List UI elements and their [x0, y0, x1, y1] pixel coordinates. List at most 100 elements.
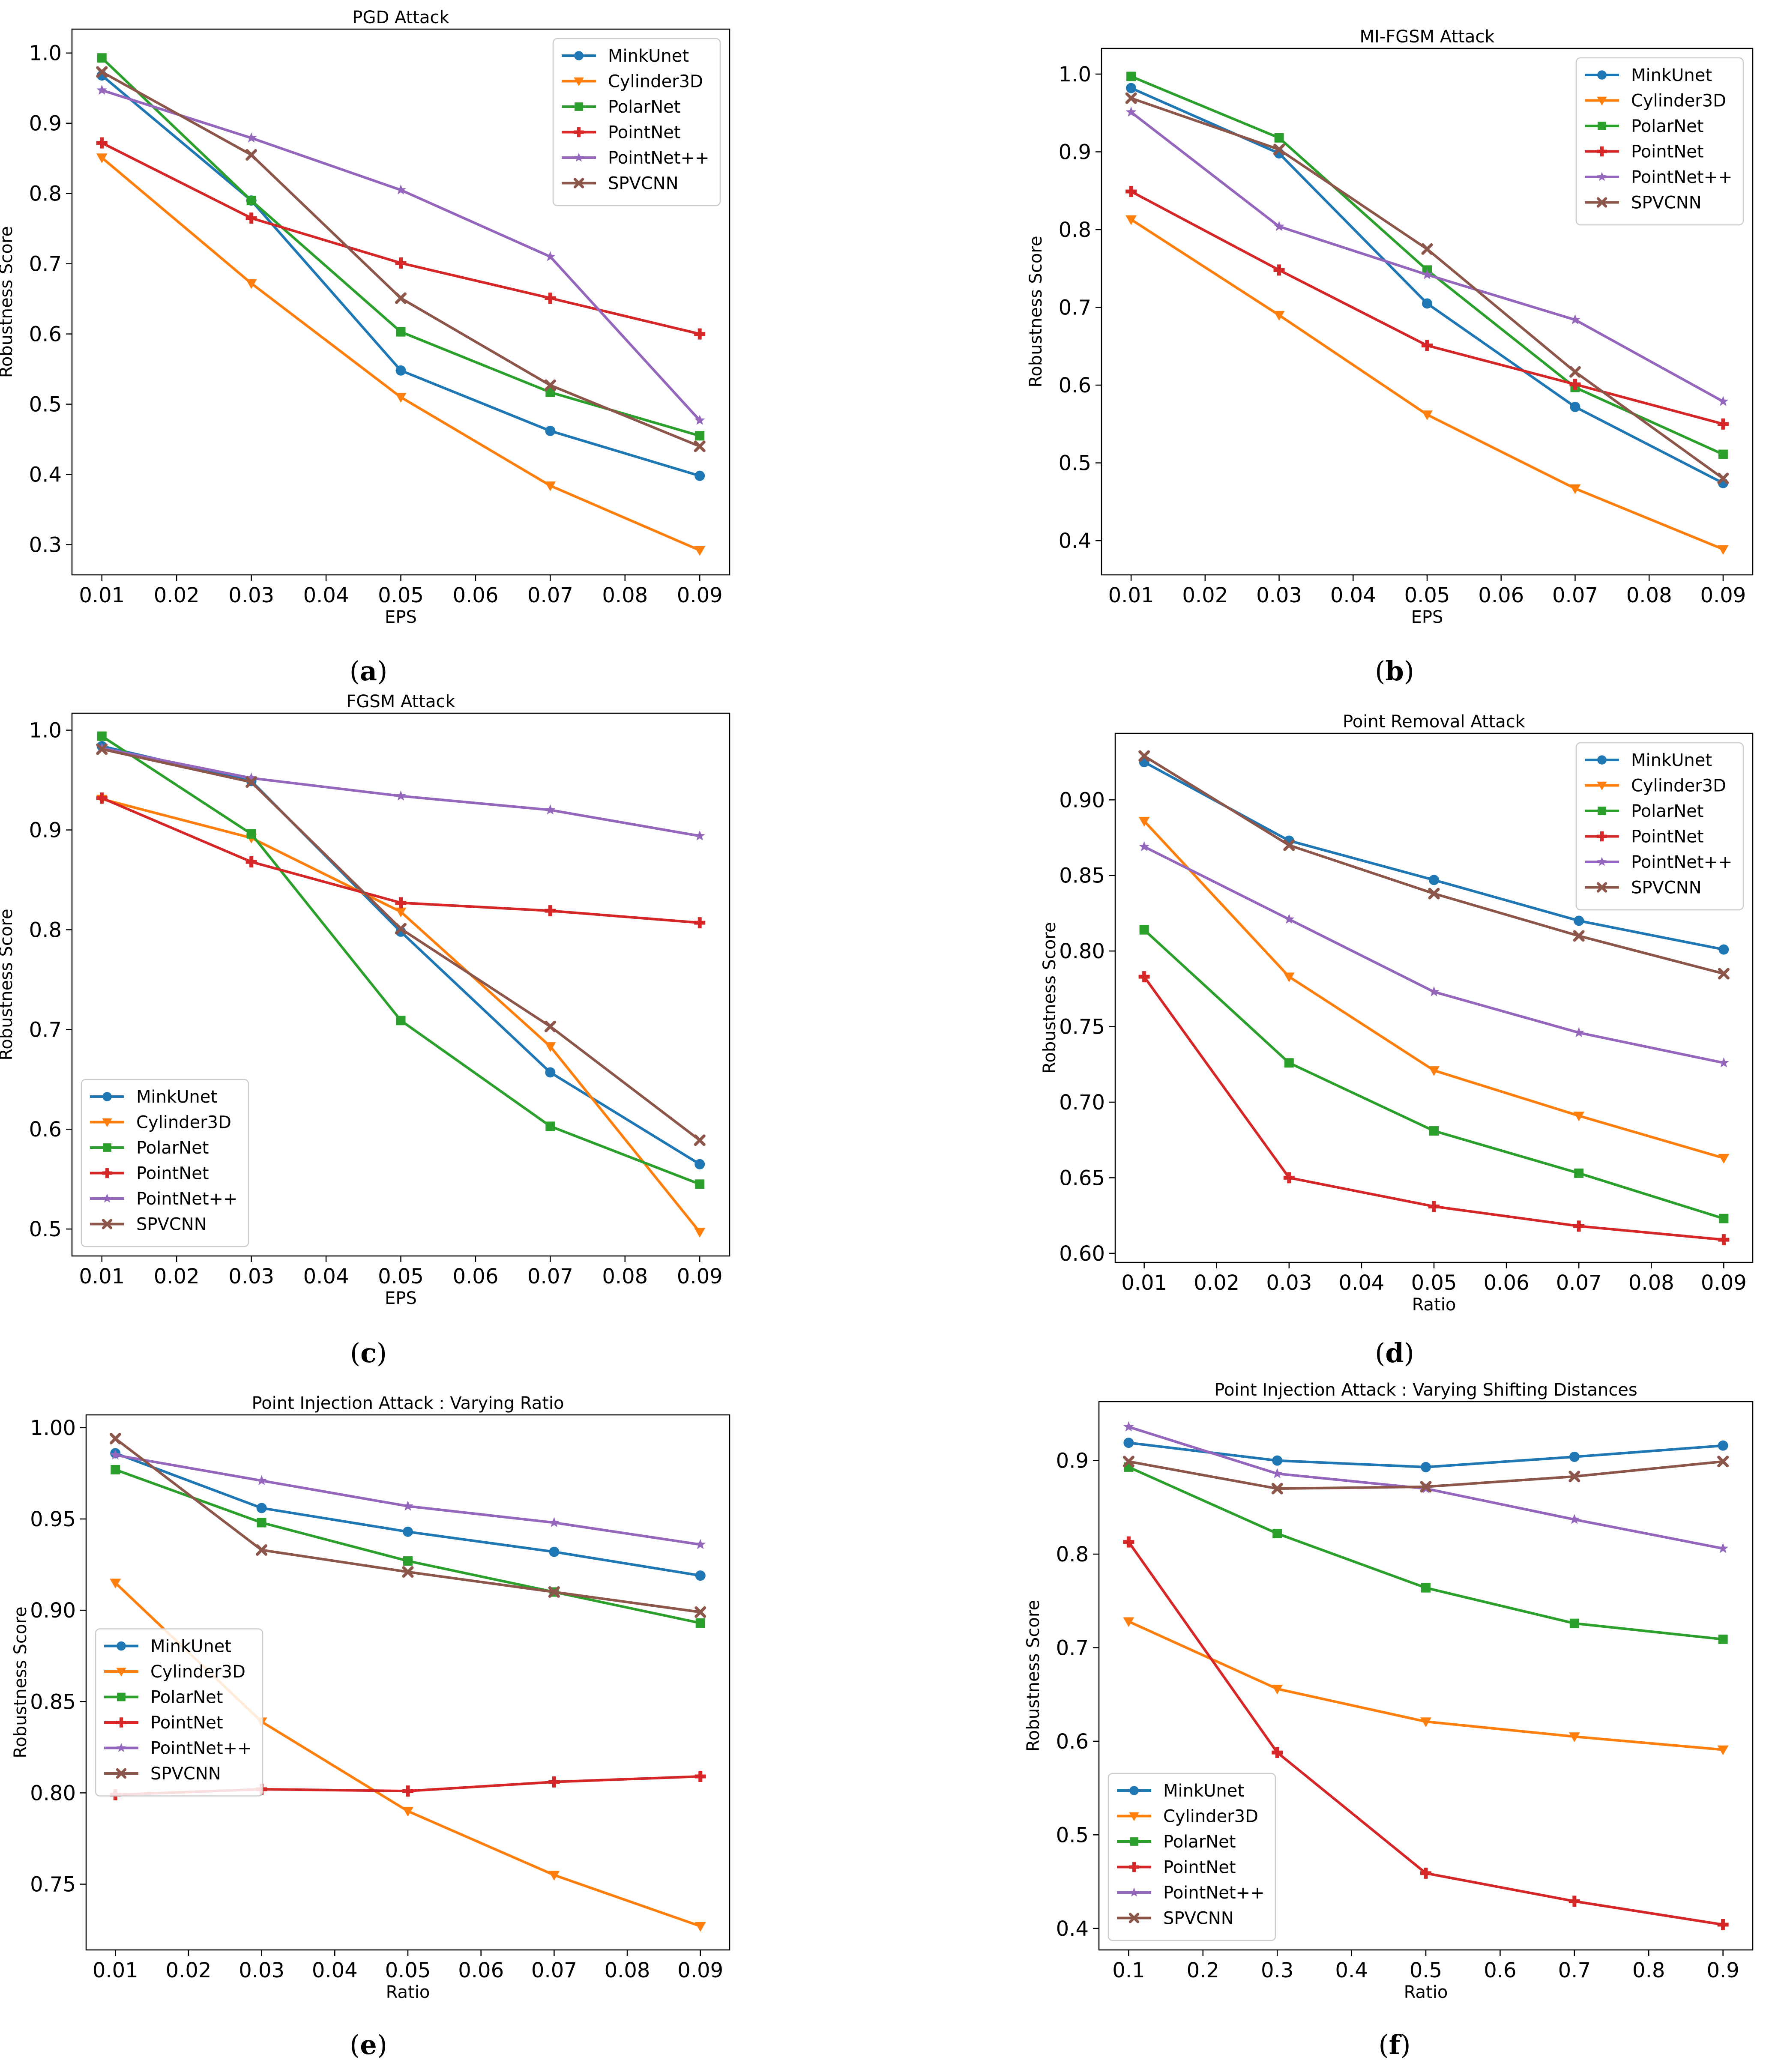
y-tick-label: 0.9 — [1059, 140, 1091, 164]
data-point — [545, 1067, 556, 1078]
series-pointnet — [1138, 971, 1730, 1246]
x-tick-label: 0.3 — [1261, 1958, 1293, 1982]
series-cylinder3d — [1125, 215, 1729, 555]
x-tick-label: 0.01 — [1108, 583, 1154, 607]
data-point — [1569, 379, 1581, 390]
data-point — [1573, 1220, 1585, 1232]
data-point — [1719, 1214, 1729, 1223]
x-tick-label: 0.08 — [1628, 1271, 1674, 1295]
data-point — [1573, 930, 1585, 942]
data-point — [246, 196, 256, 206]
y-tick-label: 0.8 — [1056, 1543, 1089, 1567]
x-axis-label: EPS — [385, 607, 417, 627]
legend-label: Cylinder3D — [1631, 776, 1726, 796]
data-point — [1574, 915, 1584, 926]
data-point — [694, 415, 705, 425]
y-tick-label: 0.7 — [1056, 1636, 1089, 1660]
data-point — [694, 328, 706, 340]
x-tick-label: 0.03 — [228, 1265, 274, 1289]
y-tick-label: 0.9 — [1056, 1449, 1089, 1473]
legend-label: PointNet — [1631, 827, 1704, 847]
legend-marker — [102, 1118, 112, 1127]
legend-label: PointNet — [608, 123, 681, 143]
x-tick-label: 0.09 — [677, 583, 723, 607]
data-point — [694, 1159, 705, 1169]
legend-marker — [1597, 172, 1607, 181]
data-point — [1272, 1747, 1283, 1758]
data-point — [1283, 972, 1295, 983]
data-point — [1272, 1455, 1283, 1466]
data-point — [1421, 1462, 1431, 1472]
data-point — [694, 1771, 706, 1782]
data-point — [1283, 839, 1295, 851]
y-tick-label: 0.8 — [29, 918, 62, 942]
x-tick-label: 0.02 — [154, 1265, 200, 1289]
legend-label: PolarNet — [136, 1138, 209, 1158]
legend-marker — [102, 1168, 112, 1178]
data-point — [1422, 298, 1432, 309]
data-point — [1717, 545, 1729, 555]
series-spvcnn — [109, 1432, 706, 1618]
data-point — [1718, 1543, 1728, 1553]
data-point — [1125, 215, 1137, 225]
x-tick-label: 0.07 — [527, 1265, 573, 1289]
series-pointnetpp — [1125, 106, 1729, 406]
x-tick-label: 0.4 — [1335, 1958, 1368, 1982]
panel-caption: (f) — [1378, 2029, 1410, 2060]
data-point — [96, 792, 108, 804]
data-point — [395, 257, 407, 269]
series-pointnet — [1125, 186, 1729, 430]
data-point — [245, 776, 257, 788]
series-pointnetpp — [110, 1449, 706, 1549]
data-point — [1125, 106, 1137, 117]
x-tick-label: 0.01 — [93, 1958, 138, 1982]
panel-d: Point Removal Attack 0.01 0.02 0.03 0.04 0.05… — [1040, 712, 1754, 1369]
y-tick-label: 0.6 — [29, 1118, 62, 1142]
legend-marker — [1128, 1913, 1140, 1923]
x-tick-label: 0.5 — [1410, 1958, 1442, 1982]
data-point — [1428, 1201, 1440, 1212]
data-point — [1273, 264, 1285, 276]
data-point — [246, 772, 257, 783]
y-tick-label: 0.5 — [29, 393, 62, 417]
panel-a: PGD Attack 0.01 0.02 0.03 0.04 0.05 0.06 0.07 0.… — [0, 8, 730, 687]
data-point — [1139, 841, 1149, 852]
y-tick-label: 0.6 — [29, 323, 62, 347]
y-axis-label: Robustness Score — [1040, 922, 1060, 1073]
data-point — [402, 1501, 413, 1511]
data-point — [1569, 484, 1581, 494]
legend-label: PolarNet — [150, 1688, 223, 1707]
x-tick-label: 0.03 — [1256, 583, 1302, 607]
legend-label: PointNet++ — [1631, 852, 1733, 872]
series-line — [1143, 976, 1724, 1241]
series-cylinder3d — [1138, 816, 1730, 1164]
data-point — [1574, 1168, 1584, 1178]
legend-label: MinkUnet — [608, 46, 689, 66]
plot-frame — [71, 28, 730, 576]
legend-marker — [1129, 1812, 1139, 1821]
panel-caption: (c) — [350, 1337, 387, 1369]
y-axis-label: Robustness Score — [1024, 1600, 1043, 1752]
data-point — [694, 1228, 706, 1238]
x-tick-label: 0.8 — [1632, 1958, 1665, 1982]
data-point — [1421, 1583, 1431, 1593]
y-tick-label: 0.6 — [1059, 374, 1091, 398]
data-point — [1568, 1896, 1580, 1907]
legend-label: PointNet — [150, 1713, 223, 1733]
legend-label: MinkUnet — [150, 1637, 231, 1656]
data-point — [1284, 914, 1295, 924]
data-point — [1429, 1126, 1439, 1136]
x-tick-label: 0.04 — [1338, 1271, 1384, 1295]
legend-label: Cylinder3D — [1631, 91, 1726, 111]
data-point — [1569, 1451, 1580, 1462]
data-point — [1420, 1867, 1431, 1879]
data-point — [545, 292, 556, 304]
data-point — [545, 905, 556, 917]
data-point — [1126, 83, 1137, 93]
data-point — [1569, 366, 1581, 378]
legend-label: PointNet — [1631, 142, 1704, 162]
y-tick-label: 1.0 — [29, 719, 62, 743]
legend-marker — [1597, 857, 1607, 866]
plot-frame — [1098, 1401, 1754, 1951]
data-point — [245, 856, 257, 868]
